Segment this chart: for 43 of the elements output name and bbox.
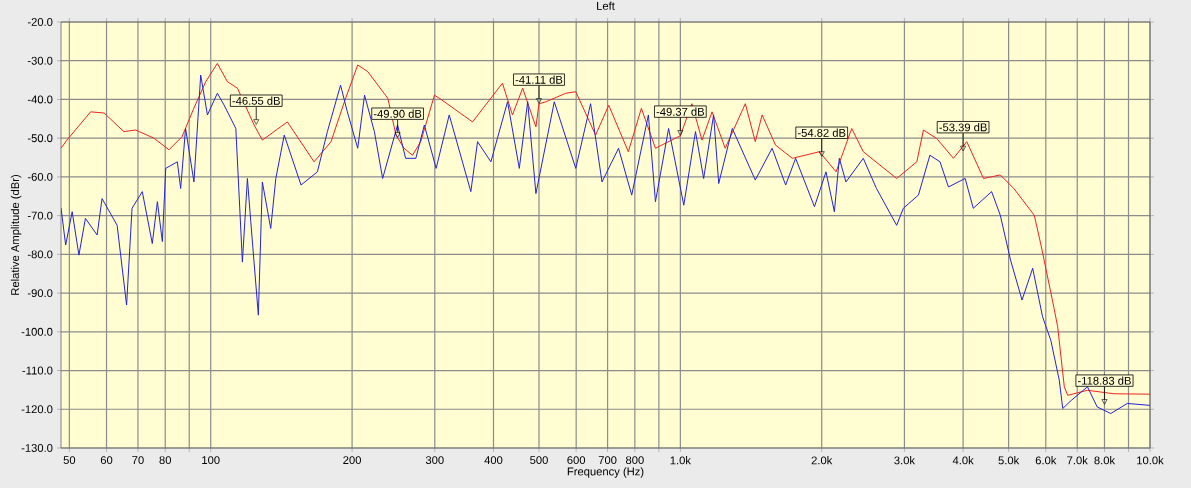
y-tick-label: -60.0 bbox=[27, 172, 53, 181]
x-tick-label: 7.0k bbox=[1067, 456, 1088, 465]
x-axis-title: Frequency (Hz) bbox=[567, 467, 644, 478]
annotation: -49.90 dB bbox=[373, 109, 422, 118]
y-tick-label: -120.0 bbox=[21, 405, 53, 414]
x-tick-label: 200 bbox=[343, 456, 361, 465]
x-tick-label: 50 bbox=[63, 456, 76, 465]
chart-title: Left bbox=[597, 1, 615, 10]
annotation: -49.37 dB bbox=[656, 107, 705, 116]
y-tick-label: -20.0 bbox=[27, 18, 53, 26]
y-axis-title: Relative Amplitude (dBr) bbox=[10, 175, 22, 295]
x-tick-label: 80 bbox=[159, 456, 172, 465]
y-tick-label: -130.0 bbox=[21, 444, 53, 452]
x-tick-label: 5.0k bbox=[998, 456, 1020, 465]
x-tick-label: 300 bbox=[425, 456, 444, 465]
x-tick-label: 10.0k bbox=[1137, 456, 1164, 465]
x-tick-label: 400 bbox=[484, 456, 503, 465]
y-tick-label: -50.0 bbox=[27, 134, 53, 143]
annotation: -53.39 dB bbox=[939, 123, 987, 132]
annotation: -54.82 dB bbox=[797, 128, 846, 137]
x-tick-label: 500 bbox=[530, 456, 548, 465]
x-tick-label: 700 bbox=[598, 456, 617, 465]
x-tick-label: 2.0k bbox=[811, 456, 833, 465]
x-tick-label: 100 bbox=[202, 456, 220, 465]
x-tick-label: 4.0k bbox=[952, 456, 974, 465]
annotation: -46.55 dB bbox=[232, 96, 280, 105]
annotation: -118.83 dB bbox=[1078, 376, 1131, 385]
y-tick-label: -100.0 bbox=[21, 327, 53, 336]
x-tick-label: 70 bbox=[132, 456, 144, 465]
x-tick-label: 3.0k bbox=[894, 456, 916, 465]
x-tick-label: 600 bbox=[567, 456, 586, 465]
x-tick-label: 800 bbox=[626, 456, 644, 465]
annotation: -41.11 dB bbox=[515, 75, 563, 84]
y-tick-label: -110.0 bbox=[22, 366, 53, 375]
x-tick-label: 60 bbox=[100, 456, 113, 465]
y-tick-label: -40.0 bbox=[27, 95, 53, 104]
y-tick-label: -30.0 bbox=[27, 56, 53, 65]
y-tick-label: -70.0 bbox=[27, 211, 53, 220]
x-tick-label: 6.0k bbox=[1035, 456, 1057, 465]
y-tick-label: -90.0 bbox=[27, 289, 53, 298]
x-tick-label: 8.0k bbox=[1094, 456, 1116, 465]
y-tick-label: -80.0 bbox=[27, 250, 53, 259]
x-tick-label: 1.0k bbox=[670, 456, 691, 465]
